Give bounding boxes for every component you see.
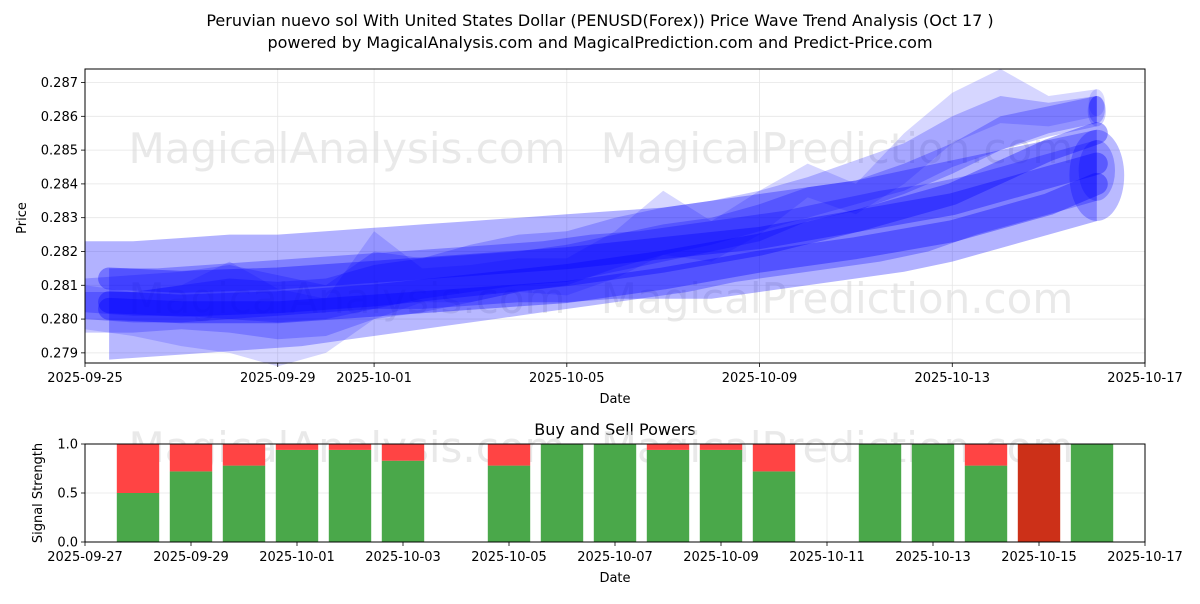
signal-x-tick-label: 2025-10-11 — [789, 550, 865, 565]
price-y-axis-label: Price — [15, 202, 30, 234]
signal-x-axis-label: Date — [599, 571, 630, 586]
price-y-tick-label: 0.283 — [41, 211, 78, 226]
signal-x-tick-label: 2025-10-15 — [1001, 550, 1077, 565]
price-y-tick-label: 0.282 — [41, 245, 78, 260]
price-x-tick-label: 2025-10-01 — [336, 371, 412, 386]
price-x-tick-label: 2025-10-05 — [529, 371, 605, 386]
price-y-tick-label: 0.287 — [41, 76, 78, 91]
watermark-text: MagicalPrediction.com — [601, 274, 1074, 323]
price-x-tick-label: 2025-09-25 — [47, 371, 123, 386]
buy-power-bar — [540, 444, 584, 542]
price-y-tick-label: 0.279 — [41, 346, 78, 361]
signal-x-tick-label: 2025-10-03 — [365, 550, 441, 565]
wave-band — [85, 129, 1097, 323]
wave-band-cap — [1088, 96, 1105, 124]
price-x-tick-label: 2025-10-17 — [1107, 371, 1183, 386]
sell-power-bar — [275, 444, 319, 450]
watermarks-top: MagicalAnalysis.com MagicalPrediction.co… — [129, 124, 1074, 323]
buy-power-bar — [858, 444, 902, 542]
signal-y-tick-label: 1.0 — [57, 438, 78, 453]
signal-chart: Buy and Sell Powers MagicalAnalysis.com … — [31, 420, 1183, 586]
signal-x-tick-label: 2025-10-13 — [895, 550, 971, 565]
sell-power-bar — [964, 444, 1008, 466]
sell-power-bar — [752, 444, 796, 472]
buy-power-bar — [911, 444, 955, 542]
buy-power-bar — [222, 465, 266, 542]
wave-band-cap — [1087, 96, 1106, 127]
signal-y-tick-label: 0.5 — [57, 487, 78, 502]
signal-x-tick-label: 2025-10-09 — [683, 550, 759, 565]
sell-power-bar — [487, 444, 531, 466]
wave-band-cap — [1078, 140, 1116, 201]
signal-chart-title: Buy and Sell Powers — [534, 420, 696, 439]
price-y-tick-label: 0.286 — [41, 110, 78, 125]
signal-x-tick-label: 2025-09-29 — [153, 550, 229, 565]
wave-trend-line — [98, 172, 1108, 324]
buy-power-bar — [275, 449, 319, 542]
signal-x-tick-label: 2025-10-01 — [259, 550, 335, 565]
buy-power-bar — [487, 465, 531, 542]
watermark-text: MagicalAnalysis.com — [129, 274, 566, 323]
buy-power-bar — [1070, 444, 1114, 542]
price-chart: MagicalAnalysis.com MagicalPrediction.co… — [15, 68, 1183, 407]
price-plot-frame — [84, 68, 1146, 364]
watermark-text: MagicalPrediction.com — [601, 124, 1074, 173]
sell-power-bar — [381, 444, 425, 461]
wave-band — [85, 69, 1097, 367]
sell-power-bar — [646, 444, 690, 450]
price-x-tick-label: 2025-10-09 — [722, 371, 798, 386]
chart-title-line1: Peruvian nuevo sol With United States Do… — [206, 11, 993, 30]
price-y-tick-label: 0.285 — [41, 144, 78, 159]
buy-power-bar — [381, 460, 425, 542]
signal-x-tick-label: 2025-09-27 — [47, 550, 123, 565]
buy-power-bar — [116, 493, 160, 542]
wave-band-cap — [1088, 89, 1105, 117]
sell-power-bar — [699, 444, 743, 450]
price-x-axis-label: Date — [599, 392, 630, 407]
wave-trend-line — [98, 122, 1108, 317]
price-y-tick-label: 0.281 — [41, 279, 78, 294]
buy-power-bar — [593, 444, 637, 542]
signal-x-tick-label: 2025-10-05 — [471, 550, 547, 565]
signal-y-tick-label: 0.0 — [57, 536, 78, 551]
sell-power-bar — [1017, 444, 1061, 542]
buy-power-bar — [752, 471, 796, 542]
sell-power-bar — [222, 444, 266, 466]
signal-x-tick-label: 2025-10-17 — [1107, 550, 1183, 565]
price-y-tick-label: 0.280 — [41, 313, 78, 328]
buy-power-bar — [699, 449, 743, 542]
wave-trend-line — [98, 152, 1108, 293]
watermark-text: MagicalAnalysis.com — [129, 124, 566, 173]
sell-power-bar — [328, 444, 372, 450]
buy-power-bar — [328, 449, 372, 542]
price-y-tick-label: 0.284 — [41, 177, 78, 192]
buy-power-bar — [646, 449, 690, 542]
price-x-tick-label: 2025-10-13 — [914, 371, 990, 386]
chart-title-line2: powered by MagicalAnalysis.com and Magic… — [267, 33, 932, 52]
sell-power-bar — [116, 444, 160, 493]
wave-band-cap — [1069, 129, 1125, 221]
wave-band — [85, 96, 1097, 340]
signal-y-axis-label: Signal Strength — [31, 443, 46, 543]
wave-band — [109, 140, 1097, 360]
price-x-tick-label: 2025-09-29 — [240, 371, 316, 386]
buy-power-bar — [964, 465, 1008, 542]
wave-band — [85, 96, 1097, 323]
sell-power-bar — [169, 444, 213, 472]
buy-power-bar — [169, 471, 213, 542]
signal-x-tick-label: 2025-10-07 — [577, 550, 653, 565]
